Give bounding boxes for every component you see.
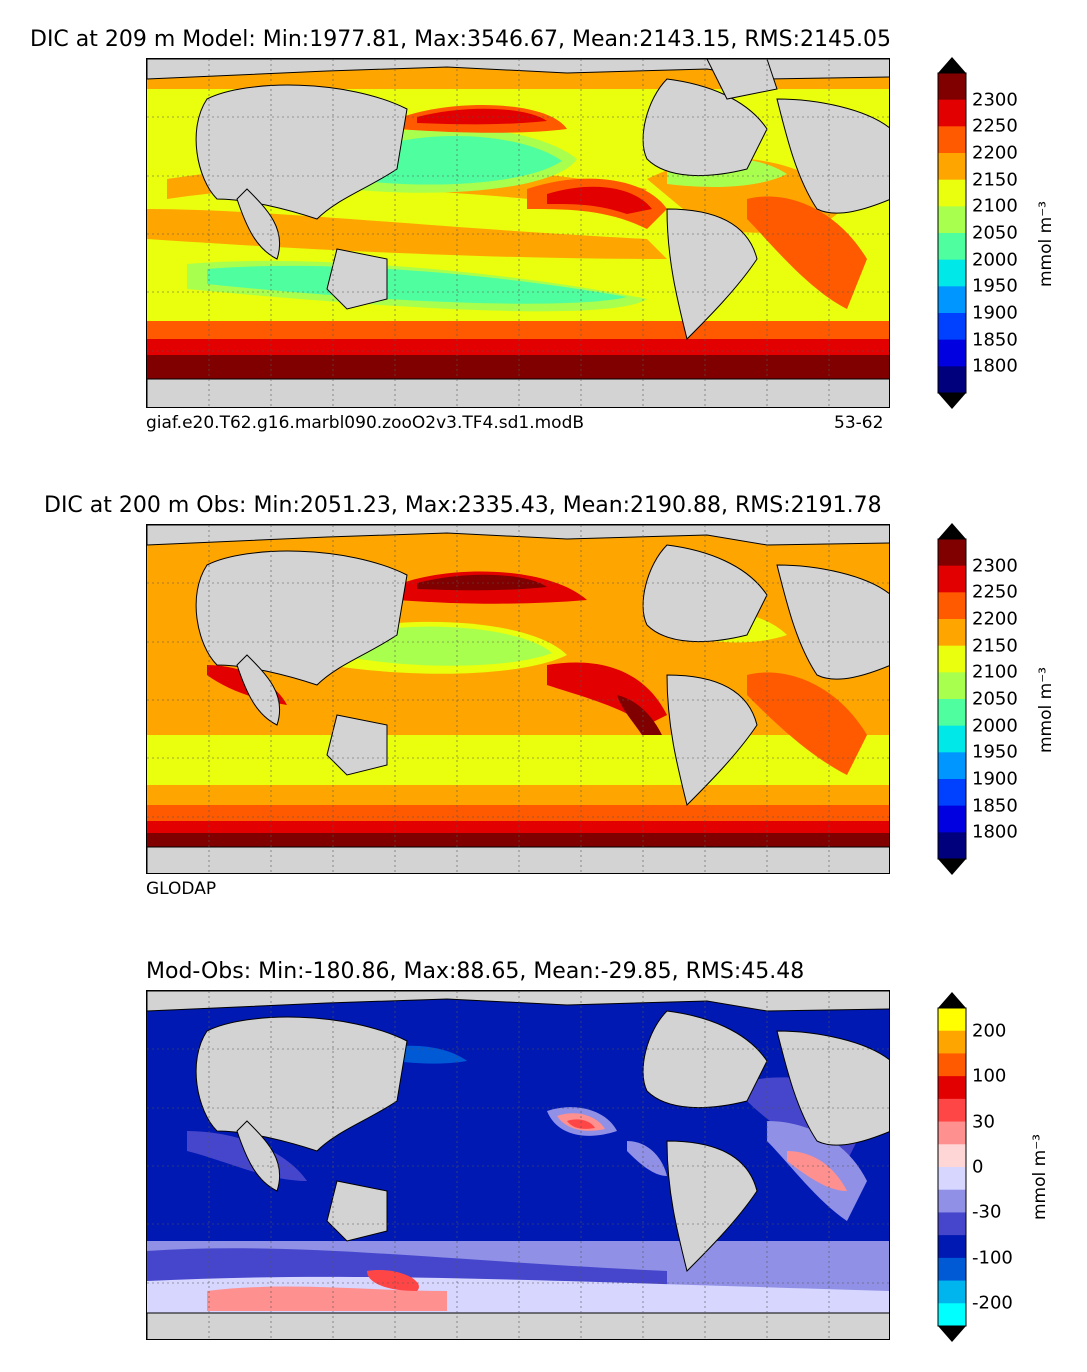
colorbar-tick-label: 2000	[972, 249, 1018, 271]
colorbar-swatch	[938, 539, 966, 567]
colorbar-tick-label: 200	[972, 1020, 1007, 1042]
colorbar-swatch	[938, 1121, 966, 1145]
colorbar-tick-label: 2250	[972, 581, 1018, 603]
colorbar-tick-label: 1800	[972, 355, 1018, 377]
colorbar-tick-label: 2050	[972, 688, 1018, 710]
colorbar-swatch	[938, 752, 966, 780]
colorbar-tick-label: 2100	[972, 661, 1018, 683]
colorbar-tick-label: 2050	[972, 222, 1018, 244]
colorbar-swatch	[938, 1098, 966, 1123]
colorbar-swatch	[938, 1167, 966, 1191]
colorbar-extend-max	[938, 523, 966, 539]
colorbar-unit: mmol m⁻³	[1030, 1134, 1050, 1220]
colorbar-extend-min	[938, 1326, 966, 1342]
colorbar-swatch	[938, 206, 966, 234]
colorbar-tick-label: -30	[972, 1201, 1002, 1223]
colorbar-swatch	[938, 259, 966, 287]
model-field	[147, 59, 889, 407]
colorbar-extend-min	[938, 393, 966, 409]
colorbar-tick-label: 2150	[972, 169, 1018, 191]
colorbar-swatch	[938, 126, 966, 154]
colorbar-swatch	[938, 619, 966, 647]
colorbar-swatch	[938, 1008, 966, 1032]
colorbar-tick-label: 2250	[972, 115, 1018, 137]
colorbar-swatch	[938, 1189, 966, 1213]
colorbar-tick-label: -200	[972, 1292, 1013, 1314]
colorbar-swatch	[938, 366, 966, 394]
colorbar-swatch	[938, 672, 966, 700]
map-obs	[146, 524, 890, 874]
obs-field	[147, 525, 889, 873]
colorbar-extend-max	[938, 992, 966, 1008]
colorbar-swatch	[938, 832, 966, 860]
graticule	[147, 59, 889, 407]
colorbar-swatch	[938, 1144, 966, 1168]
colorbar-tick-label: 2150	[972, 635, 1018, 657]
colorbar-tick-label: 100	[972, 1065, 1007, 1087]
colorbar-swatch	[938, 99, 966, 127]
colorbar-tick-label: 1950	[972, 741, 1018, 763]
colorbar-swatch	[938, 1257, 966, 1282]
colorbar-swatch	[938, 1235, 966, 1259]
colorbar-swatch	[938, 805, 966, 833]
panel-title: Mod-Obs: Min:-180.86, Max:88.65, Mean:-2…	[146, 959, 805, 984]
colorbar-swatch	[938, 153, 966, 181]
colorbar-tick-label: 2200	[972, 608, 1018, 630]
colorbar-extend-min	[938, 859, 966, 875]
colorbar-swatch	[938, 592, 966, 620]
colorbar	[937, 523, 967, 875]
colorbar	[937, 57, 967, 409]
colorbar-extend-max	[938, 57, 966, 73]
colorbar-tick-label: 30	[972, 1111, 995, 1133]
colorbar-swatch	[938, 233, 966, 261]
colorbar-tick-label: 0	[972, 1156, 984, 1178]
run-name: giaf.e20.T62.g16.marbl090.zooO2v3.TF4.sd…	[146, 413, 585, 433]
colorbar-tick-label: 2300	[972, 555, 1018, 577]
colorbar-swatch	[938, 725, 966, 753]
colorbar-swatch	[938, 179, 966, 207]
panel-title: DIC at 209 m Model: Min:1977.81, Max:354…	[30, 27, 891, 52]
colorbar-swatch	[938, 339, 966, 367]
year-range: 53-62	[834, 413, 884, 433]
colorbar-swatch	[938, 286, 966, 314]
colorbar-swatch	[938, 1280, 966, 1304]
colorbar-tick-label: 1950	[972, 275, 1018, 297]
colorbar-swatch	[938, 313, 966, 341]
colorbar-tick-label: 2200	[972, 142, 1018, 164]
colorbar-tick-label: 1800	[972, 821, 1018, 843]
diff-field	[147, 991, 889, 1339]
colorbar-swatch	[938, 1053, 966, 1077]
colorbar-tick-label: 1900	[972, 768, 1018, 790]
colorbar-swatch	[938, 645, 966, 673]
map-model	[146, 58, 890, 408]
colorbar-tick-label: 1850	[972, 795, 1018, 817]
colorbar-tick-label: -100	[972, 1247, 1013, 1269]
colorbar-swatch	[938, 565, 966, 593]
colorbar-swatch	[938, 73, 966, 101]
colorbar-swatch	[938, 779, 966, 807]
colorbar-unit: mmol m⁻³	[1036, 667, 1056, 753]
panel-title: DIC at 200 m Obs: Min:2051.23, Max:2335.…	[44, 493, 882, 518]
colorbar-swatch	[938, 1076, 966, 1100]
colorbar-tick-label: 1850	[972, 329, 1018, 351]
colorbar-tick-label: 2000	[972, 715, 1018, 737]
colorbar-unit: mmol m⁻³	[1036, 201, 1056, 287]
map-diff	[146, 990, 890, 1340]
colorbar-tick-label: 2100	[972, 195, 1018, 217]
colorbar-swatch	[938, 1030, 966, 1054]
colorbar-swatch	[938, 699, 966, 727]
colorbar-tick-label: 2300	[972, 89, 1018, 111]
colorbar-swatch	[938, 1303, 966, 1327]
obs-source: GLODAP	[146, 879, 217, 899]
colorbar-swatch	[938, 1212, 966, 1236]
colorbar-tick-label: 1900	[972, 302, 1018, 324]
colorbar	[937, 992, 967, 1342]
